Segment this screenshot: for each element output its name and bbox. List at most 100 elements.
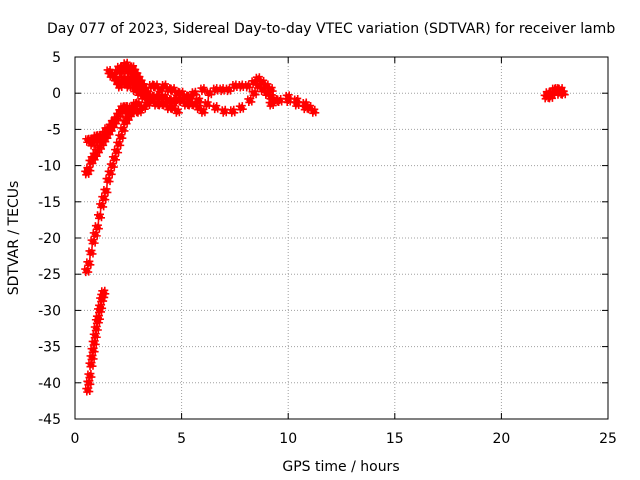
data-point <box>101 189 109 197</box>
data-point <box>283 98 291 106</box>
data-point <box>99 196 107 204</box>
data-point <box>198 109 206 117</box>
data-point <box>118 127 126 135</box>
data-point <box>270 98 278 106</box>
data-point <box>243 84 251 92</box>
data-point <box>116 135 124 143</box>
data-point <box>560 87 568 95</box>
y-tick-label: -40 <box>38 376 61 392</box>
data-point <box>84 261 92 269</box>
data-point <box>90 153 98 161</box>
data-point <box>187 91 195 99</box>
series-late-cluster <box>540 84 569 103</box>
data-point <box>558 84 566 92</box>
data-point <box>96 305 104 313</box>
data-point <box>202 102 210 110</box>
data-point <box>116 109 124 117</box>
data-point <box>99 290 107 298</box>
y-tick-label: -10 <box>38 159 61 175</box>
y-axis-title: SDTVAR / TECUs <box>6 181 22 296</box>
data-point <box>110 116 118 124</box>
data-point <box>103 185 111 193</box>
data-point <box>92 319 100 327</box>
data-point <box>115 84 123 92</box>
data-point <box>255 80 263 88</box>
data-point <box>307 102 315 110</box>
data-point <box>95 146 103 153</box>
data-point <box>249 91 257 99</box>
data-point <box>90 232 98 240</box>
data-point <box>294 98 302 106</box>
data-point <box>101 286 109 294</box>
data-point <box>217 88 225 96</box>
y-tick-label: -45 <box>38 412 61 428</box>
data-point <box>130 62 138 70</box>
data-point <box>120 120 128 128</box>
data-point <box>135 98 143 106</box>
data-point <box>162 80 170 88</box>
data-point <box>89 341 97 349</box>
data-point <box>255 73 263 81</box>
data-point <box>162 98 170 106</box>
data-point <box>191 87 199 95</box>
data-point <box>130 69 138 77</box>
data-point <box>196 94 204 102</box>
chart-title: Day 077 of 2023, Sidereal Day-to-day VTE… <box>47 21 615 37</box>
y-tick-label: -35 <box>38 340 61 356</box>
data-point <box>92 149 100 157</box>
data-point <box>204 91 212 99</box>
data-point <box>97 298 105 306</box>
data-point <box>85 374 93 382</box>
data-point <box>83 388 91 396</box>
x-tick-label: 10 <box>279 431 297 447</box>
data-point <box>179 87 187 95</box>
data-point <box>132 65 140 73</box>
ticks: 0 5 10 15 20 25 5 0 -5 -10 -15 -20 -25 -30 -35 -40 -45 <box>38 50 617 447</box>
data-point <box>127 76 135 84</box>
x-tick-label: 20 <box>492 431 510 447</box>
data-point <box>558 91 566 99</box>
data-point <box>108 120 116 128</box>
data-point <box>170 84 178 92</box>
data-point <box>82 171 90 179</box>
data-point <box>84 167 92 175</box>
data-point <box>97 210 105 218</box>
series-upper-middle-arc <box>197 73 277 99</box>
data-point <box>92 225 100 233</box>
data-point <box>105 171 113 179</box>
y-tick-label: 0 <box>52 86 61 102</box>
data-point <box>211 88 219 96</box>
data-point <box>87 370 95 378</box>
data-point <box>86 250 94 258</box>
data-point <box>305 106 313 114</box>
data-point <box>309 109 317 117</box>
data-point <box>88 246 96 254</box>
data-point <box>272 94 280 102</box>
data-point <box>107 164 115 172</box>
data-point <box>236 84 244 92</box>
data-point <box>114 142 122 150</box>
data-point <box>134 109 142 117</box>
data-point <box>138 106 146 114</box>
data-point <box>548 91 556 99</box>
data-point <box>245 98 253 106</box>
data-point <box>230 84 238 92</box>
data-points <box>81 58 569 396</box>
data-point <box>117 69 125 77</box>
data-point <box>91 327 99 334</box>
data-point <box>264 80 272 88</box>
x-axis-title: GPS time / hours <box>282 459 399 475</box>
data-point <box>204 98 212 106</box>
data-point <box>100 131 108 139</box>
series-right-tail-lower <box>261 87 316 114</box>
data-point <box>155 88 163 96</box>
data-point <box>236 106 244 114</box>
data-point <box>268 84 276 92</box>
data-point <box>95 308 103 316</box>
x-tick-label: 25 <box>599 431 617 447</box>
data-point <box>109 156 117 164</box>
data-point <box>211 106 219 114</box>
data-point <box>93 316 101 324</box>
data-point <box>114 113 122 121</box>
